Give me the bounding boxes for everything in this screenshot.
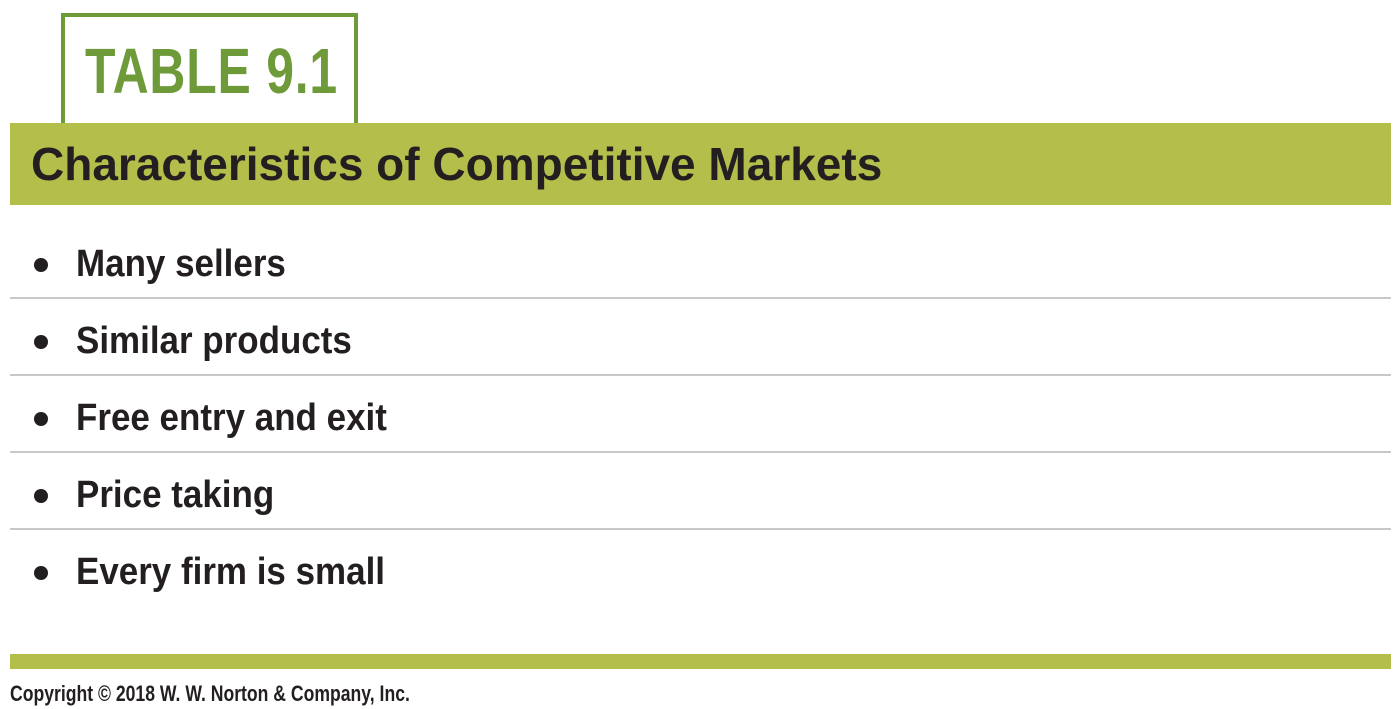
table-label-box: TABLE 9.1 [61, 13, 358, 125]
bottom-rule [10, 654, 1391, 669]
bullet-icon [34, 335, 48, 349]
list-item: Price taking [10, 453, 1391, 530]
list-item-text: Free entry and exit [76, 397, 387, 439]
bullet-icon [34, 489, 48, 503]
bullet-icon [34, 566, 48, 580]
table-title: Characteristics of Competitive Markets [31, 138, 883, 190]
bullet-icon [34, 412, 48, 426]
characteristics-list: Many sellers Similar products Free entry… [10, 222, 1391, 607]
copyright-notice: Copyright © 2018 W. W. Norton & Company,… [10, 681, 410, 706]
title-bar: Characteristics of Competitive Markets [10, 123, 1391, 205]
list-item-text: Similar products [76, 320, 352, 362]
list-item: Many sellers [10, 222, 1391, 299]
list-item-text: Every firm is small [76, 551, 385, 593]
list-item-text: Price taking [76, 474, 275, 516]
list-item-text: Many sellers [76, 243, 286, 285]
table-label: TABLE 9.1 [85, 35, 338, 107]
list-item: Similar products [10, 299, 1391, 376]
list-item: Free entry and exit [10, 376, 1391, 453]
list-item: Every firm is small [10, 530, 1391, 607]
bullet-icon [34, 258, 48, 272]
